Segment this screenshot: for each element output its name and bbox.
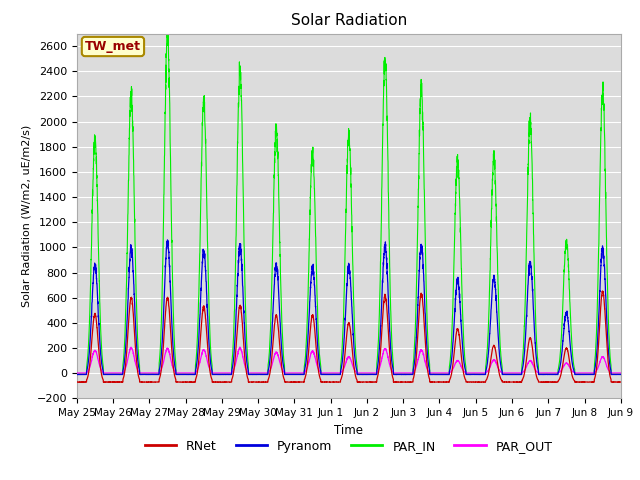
X-axis label: Time: Time (334, 424, 364, 437)
Text: TW_met: TW_met (85, 40, 141, 53)
Legend: RNet, Pyranom, PAR_IN, PAR_OUT: RNet, Pyranom, PAR_IN, PAR_OUT (140, 435, 557, 458)
Title: Solar Radiation: Solar Radiation (291, 13, 407, 28)
Y-axis label: Solar Radiation (W/m2, uE/m2/s): Solar Radiation (W/m2, uE/m2/s) (21, 125, 31, 307)
